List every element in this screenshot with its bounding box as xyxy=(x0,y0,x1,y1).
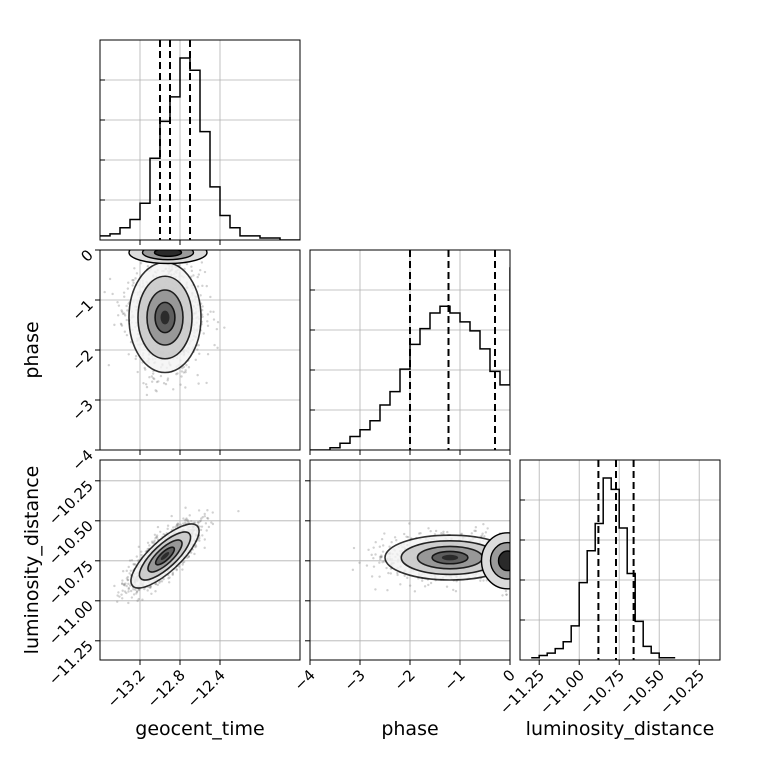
density-contour xyxy=(160,310,170,325)
histogram-panel-geocent_time xyxy=(100,40,300,240)
histogram-step-luminosity_distance xyxy=(531,477,676,659)
histogram-step-phase xyxy=(310,267,510,450)
x-axis-label-phase: phase xyxy=(381,718,438,740)
histogram-panel-phase xyxy=(310,250,510,450)
plot-layer: −13.2−12.8−12.4 −4 −3 −2 −1 0−11.25−11.00−10.… xyxy=(21,39,721,740)
y-tick-label: −3 xyxy=(68,396,96,424)
density-panel-phase__luminosity_distance xyxy=(310,460,510,660)
y-axis-label-luminosity_distance: luminosity_distance xyxy=(21,466,43,655)
histogram-panel-luminosity_distance xyxy=(520,460,720,660)
density-panel-geocent_time__phase xyxy=(100,250,300,450)
panel-frame xyxy=(99,39,301,241)
density-contour xyxy=(160,551,170,560)
y-axis-label-phase: phase xyxy=(21,321,43,378)
x-tick-label: −13.2 xyxy=(104,666,149,711)
x-tick-label: −1 xyxy=(440,666,468,694)
density-contour xyxy=(441,554,459,561)
x-axis-label-luminosity_distance: luminosity_distance xyxy=(526,718,715,740)
y-tick-label: −1 xyxy=(68,296,96,324)
histogram-step-geocent_time xyxy=(100,57,300,240)
x-tick-label: −4 xyxy=(290,666,318,694)
x-tick-label: −12.8 xyxy=(144,666,189,711)
y-tick-label: −2 xyxy=(68,346,96,374)
y-tick-label: −4 xyxy=(68,446,96,474)
x-axis-label-geocent_time: geocent_time xyxy=(135,718,264,740)
x-tick-label: −12.4 xyxy=(184,666,229,711)
density-contour xyxy=(497,550,510,572)
panel-frame xyxy=(519,459,721,661)
y-tick-label: 0 xyxy=(77,246,96,265)
x-tick-label: −10.25 xyxy=(656,666,708,718)
x-tick-label: −3 xyxy=(340,666,368,694)
y-tick-label: −10.25 xyxy=(45,477,97,529)
density-contour xyxy=(153,250,183,258)
density-panel-geocent_time__luminosity_distance xyxy=(100,460,300,660)
x-tick-label: −2 xyxy=(390,666,418,694)
panel-frame xyxy=(99,459,301,661)
x-tick-label: 0 xyxy=(499,666,518,685)
